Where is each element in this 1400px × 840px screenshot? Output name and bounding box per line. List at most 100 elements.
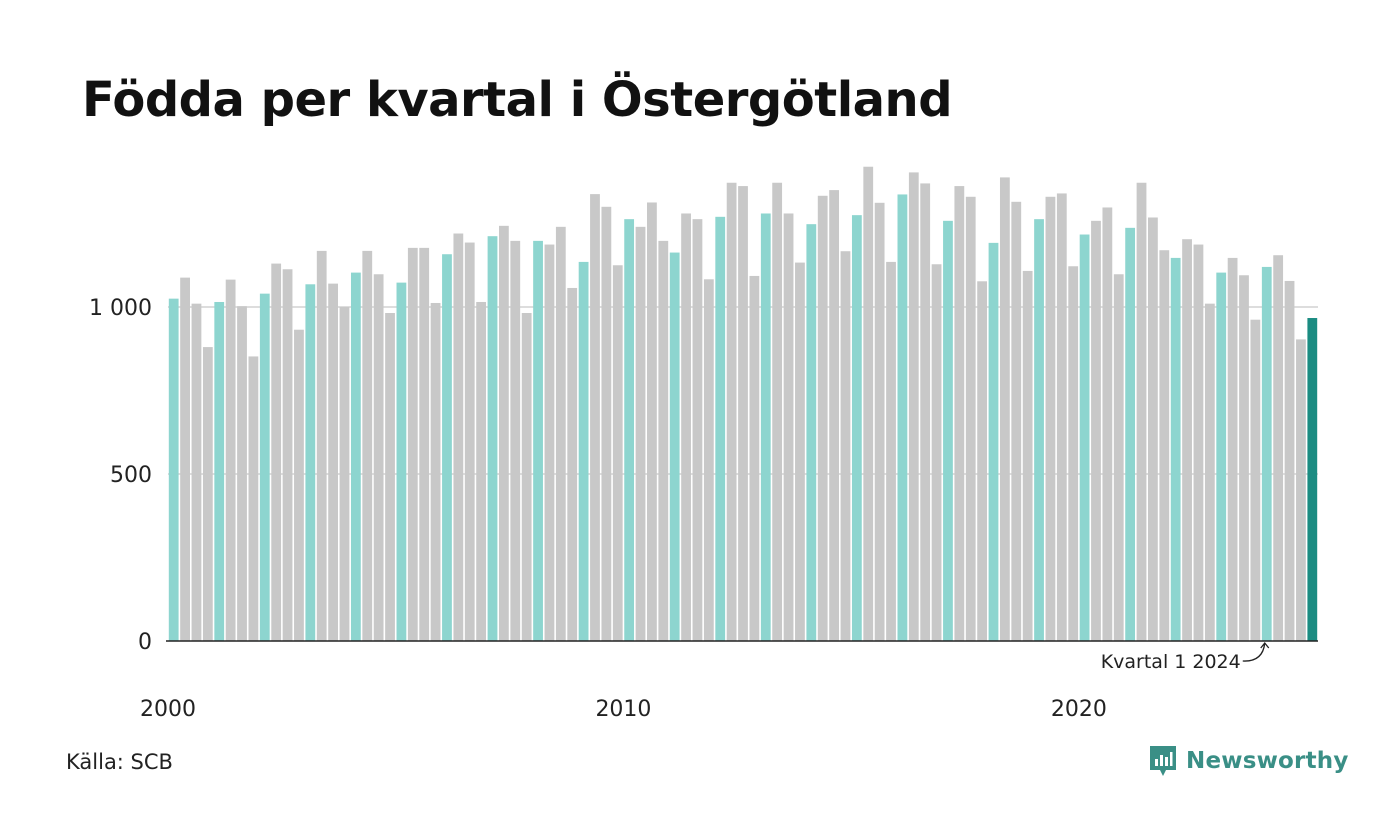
bar <box>715 216 726 641</box>
bar <box>692 219 703 641</box>
bar <box>1148 217 1158 642</box>
source-note: Källa: SCB <box>66 750 173 774</box>
bar <box>476 301 487 641</box>
bar <box>760 213 771 642</box>
bar <box>499 225 509 641</box>
bar <box>851 215 862 641</box>
x-tick-label: 2020 <box>1051 697 1107 722</box>
bar <box>1079 234 1090 641</box>
bar <box>350 272 361 641</box>
bar <box>612 265 623 641</box>
bar <box>328 283 338 641</box>
bar <box>1091 220 1101 641</box>
brand-logo[interactable]: Newsworthy <box>1148 744 1349 778</box>
bar <box>339 307 350 641</box>
bar <box>442 254 452 642</box>
bar <box>1136 182 1147 641</box>
bar <box>362 250 373 641</box>
bar <box>874 202 885 642</box>
newsworthy-logo-icon <box>1150 746 1176 776</box>
bar <box>1102 207 1113 641</box>
bar <box>931 264 942 641</box>
bar <box>601 206 612 642</box>
bar <box>419 247 430 641</box>
bar <box>453 233 464 641</box>
bar <box>726 182 737 641</box>
bar <box>294 329 304 641</box>
bar <box>954 186 965 641</box>
bar <box>590 194 600 642</box>
bar <box>225 279 236 641</box>
x-axis-labels: 2000 2010 2020 <box>140 697 1107 722</box>
bar <box>635 226 646 641</box>
bar <box>1125 227 1136 641</box>
bar <box>829 190 839 641</box>
y-tick-label: 1 000 <box>89 296 152 321</box>
bar <box>1011 201 1022 642</box>
bars <box>168 166 1318 642</box>
bar <box>567 287 578 641</box>
bar <box>897 194 908 641</box>
bar <box>863 166 874 641</box>
bar <box>521 313 532 641</box>
bar <box>806 224 817 642</box>
bar <box>168 298 179 641</box>
bar-chart: 0 500 1 000 2000 2010 2020 Kvartal 1 2024 <box>89 166 1318 722</box>
bar <box>1296 339 1306 641</box>
bar <box>817 195 828 641</box>
bar <box>1273 255 1284 642</box>
x-tick-label: 2010 <box>595 697 651 722</box>
bar <box>1170 257 1181 641</box>
bar <box>544 244 555 642</box>
bar <box>1250 319 1261 641</box>
bar <box>1022 270 1033 641</box>
bar <box>977 281 988 641</box>
y-tick-label: 500 <box>110 463 152 488</box>
bar <box>180 277 190 641</box>
bar <box>1239 275 1249 641</box>
bar <box>1159 250 1170 641</box>
bar <box>886 261 896 641</box>
bar <box>1182 239 1192 641</box>
bar <box>464 242 475 642</box>
bar <box>1034 219 1044 641</box>
bar <box>487 236 498 641</box>
bar <box>795 262 805 641</box>
bar <box>271 263 282 641</box>
bar <box>214 301 225 641</box>
annotation: Kvartal 1 2024 <box>1101 641 1270 673</box>
bar <box>840 251 851 641</box>
x-tick-label: 2000 <box>140 697 196 722</box>
bar <box>282 269 293 641</box>
bar <box>908 172 919 641</box>
bar <box>1227 257 1238 641</box>
y-axis-labels: 0 500 1 000 <box>89 296 152 655</box>
bar <box>1045 196 1056 641</box>
bar <box>202 347 213 641</box>
bar <box>1216 272 1227 641</box>
bar <box>943 220 953 641</box>
bar <box>555 226 566 641</box>
brand-name: Newsworthy <box>1186 748 1349 774</box>
bar <box>510 240 521 641</box>
bar <box>783 213 794 642</box>
bar <box>385 313 395 641</box>
bar <box>669 252 680 641</box>
bar <box>259 293 270 641</box>
bar <box>999 177 1010 641</box>
bar <box>248 356 259 641</box>
bar <box>316 250 327 641</box>
bar <box>703 279 714 641</box>
bar <box>373 274 384 641</box>
y-tick-label: 0 <box>138 630 152 655</box>
annotation-arrow <box>1242 641 1270 662</box>
bar <box>407 247 418 641</box>
bar <box>305 284 316 641</box>
bar <box>624 219 635 641</box>
bar <box>988 242 999 641</box>
bar <box>749 275 760 641</box>
bar <box>738 186 748 641</box>
bar <box>772 182 783 641</box>
bar <box>430 302 441 641</box>
bar <box>681 213 691 642</box>
